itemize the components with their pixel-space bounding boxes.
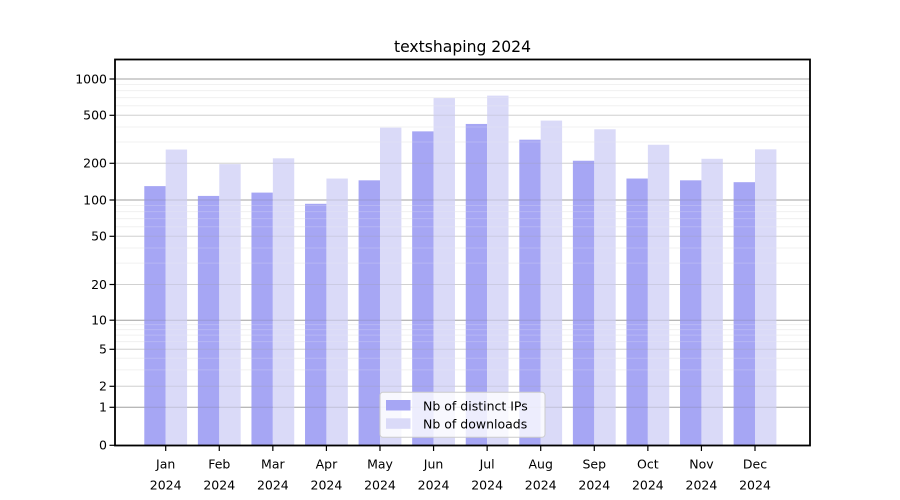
y-tick-label: 100 xyxy=(83,192,107,207)
bar-downloads xyxy=(540,120,563,446)
legend-label-downloads: Nb of downloads xyxy=(423,417,527,432)
x-month-label: Oct xyxy=(637,457,659,472)
y-tick-label: 20 xyxy=(91,277,107,292)
x-year-label: 2024 xyxy=(525,478,557,493)
x-year-label: 2024 xyxy=(578,478,610,493)
bar-downloads xyxy=(219,164,241,446)
x-month-label: Jan xyxy=(155,457,175,472)
bar-downloads xyxy=(326,178,348,446)
x-year-label: 2024 xyxy=(471,478,503,493)
bar-distinct-ips xyxy=(519,139,541,446)
x-axis: Jan 2024 Feb 2024 Mar 2024 Apr 2024 May 2024 Jun 20… xyxy=(150,445,771,493)
bar-downloads xyxy=(433,98,455,446)
legend: Nb of distinct IPs Nb of downloads xyxy=(379,391,546,438)
x-month-label: Jul xyxy=(479,457,495,472)
legend-swatch-distinct-ips xyxy=(386,400,411,411)
x-year-label: 2024 xyxy=(739,478,771,493)
x-month-label: Feb xyxy=(208,457,230,472)
bar-distinct-ips xyxy=(358,180,380,446)
x-month-label: Mar xyxy=(261,457,285,472)
plot-frame xyxy=(114,58,811,447)
y-tick-label: 5 xyxy=(99,342,107,357)
x-year-label: 2024 xyxy=(686,478,718,493)
x-year-label: 2024 xyxy=(418,478,450,493)
legend-swatch-downloads xyxy=(386,418,411,429)
chart-title: textshaping 2024 xyxy=(394,38,531,56)
bar-distinct-ips xyxy=(680,180,702,446)
bar-distinct-ips xyxy=(733,182,756,446)
bar-distinct-ips xyxy=(412,131,434,446)
x-month-label: Sep xyxy=(583,457,607,472)
bar-downloads xyxy=(647,144,670,446)
x-month-label: Nov xyxy=(689,457,714,472)
x-month-label: May xyxy=(367,457,393,472)
x-year-label: 2024 xyxy=(364,478,396,493)
y-tick-label: 1 xyxy=(99,400,107,415)
y-tick-label: 50 xyxy=(91,229,107,244)
bar-downloads xyxy=(272,158,295,446)
y-tick-label: 10 xyxy=(91,313,107,328)
bar-distinct-ips xyxy=(197,195,220,446)
x-year-label: 2024 xyxy=(632,478,664,493)
y-tick-label: 1000 xyxy=(75,71,107,86)
bars xyxy=(144,95,777,446)
x-month-label: Aug xyxy=(529,457,553,472)
legend-label-distinct-ips: Nb of distinct IPs xyxy=(423,398,528,413)
gridlines-overlay xyxy=(115,78,810,408)
y-tick-label: 500 xyxy=(83,108,107,123)
bar-distinct-ips xyxy=(626,178,648,446)
x-year-label: 2024 xyxy=(203,478,235,493)
x-month-label: Dec xyxy=(743,457,767,472)
bar-downloads xyxy=(594,129,616,446)
bar-distinct-ips xyxy=(572,160,595,446)
bar-distinct-ips xyxy=(144,186,166,446)
bar-downloads xyxy=(165,149,188,446)
bar-downloads xyxy=(379,127,402,446)
x-month-label: Jun xyxy=(423,457,444,472)
legend-box xyxy=(379,391,546,438)
bar-downloads xyxy=(487,95,509,446)
bar-distinct-ips xyxy=(465,123,488,446)
bar-distinct-ips xyxy=(251,192,273,446)
x-year-label: 2024 xyxy=(150,478,182,493)
bar-downloads xyxy=(701,158,723,446)
bar-downloads xyxy=(755,149,777,446)
x-month-label: Apr xyxy=(316,457,338,472)
bar-distinct-ips xyxy=(305,203,327,446)
y-tick-label: 0 xyxy=(99,438,107,453)
y-tick-label: 200 xyxy=(83,156,107,171)
y-tick-label: 2 xyxy=(99,379,107,394)
x-year-label: 2024 xyxy=(257,478,289,493)
x-year-label: 2024 xyxy=(311,478,343,493)
